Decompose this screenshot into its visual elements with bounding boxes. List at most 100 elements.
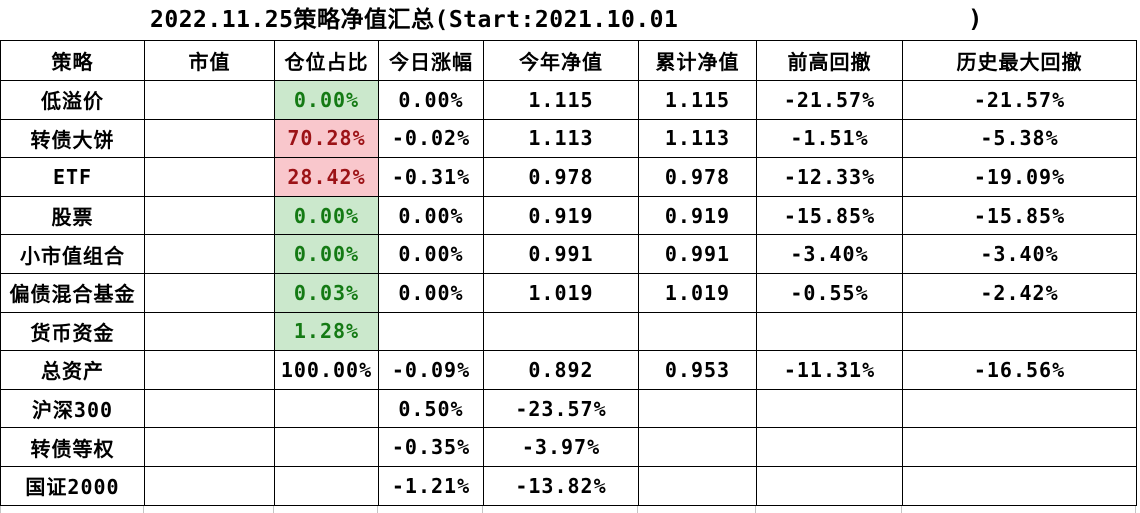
row-label[interactable]: 货币资金: [0, 311, 145, 352]
cell-historical-max-drawdown[interactable]: -3.40%: [902, 234, 1137, 274]
cell-historical-max-drawdown[interactable]: [902, 311, 1137, 352]
cell-today-change[interactable]: -0.31%: [378, 157, 484, 197]
table-row: 货币资金 1.28%: [0, 311, 1137, 352]
cell-today-change[interactable]: 0.00%: [378, 234, 484, 274]
cell-position-pct[interactable]: 28.42%: [274, 157, 379, 197]
cell-market-value[interactable]: [144, 234, 275, 274]
cell-market-value[interactable]: [144, 465, 275, 506]
cell-ytd-nav[interactable]: [483, 311, 639, 352]
cell-historical-max-drawdown[interactable]: -2.42%: [902, 272, 1137, 313]
cell-today-change[interactable]: 0.00%: [378, 80, 484, 120]
cell-market-value[interactable]: [144, 427, 275, 467]
column-header-cumulative-nav[interactable]: 累计净值: [638, 40, 757, 81]
cell-ytd-nav[interactable]: -13.82%: [483, 465, 639, 506]
column-header-historical-max-drawdown[interactable]: 历史最大回撤: [902, 40, 1137, 81]
cell-today-change[interactable]: -0.02%: [378, 118, 484, 159]
cell-ytd-nav[interactable]: -23.57%: [483, 388, 639, 429]
cell-ytd-nav[interactable]: 1.115: [483, 80, 639, 120]
row-label[interactable]: 转债等权: [0, 427, 145, 467]
cell-today-change[interactable]: -0.35%: [378, 427, 484, 467]
cell-today-change[interactable]: -0.09%: [378, 350, 484, 390]
cell-historical-max-drawdown[interactable]: -21.57%: [902, 80, 1137, 120]
cell-position-pct[interactable]: 1.28%: [274, 311, 379, 352]
cell-position-pct[interactable]: [274, 388, 379, 429]
cell-market-value[interactable]: [144, 118, 275, 159]
cell-market-value[interactable]: [144, 388, 275, 429]
cell-market-value[interactable]: [144, 311, 275, 352]
column-header-drawdown-from-high[interactable]: 前高回撤: [756, 40, 903, 81]
cell-ytd-nav[interactable]: 0.978: [483, 157, 639, 197]
cell-historical-max-drawdown[interactable]: -5.38%: [902, 118, 1137, 159]
gridline-stub: [756, 506, 902, 513]
cell-drawdown-from-high[interactable]: -12.33%: [756, 157, 903, 197]
cell-cumulative-nav[interactable]: 1.115: [638, 80, 757, 120]
cell-ytd-nav[interactable]: 0.991: [483, 234, 639, 274]
column-header-ytd-nav[interactable]: 今年净值: [483, 40, 639, 81]
cell-cumulative-nav[interactable]: [638, 465, 757, 506]
cell-historical-max-drawdown[interactable]: [902, 427, 1137, 467]
cell-cumulative-nav[interactable]: 0.953: [638, 350, 757, 390]
cell-cumulative-nav[interactable]: [638, 311, 757, 352]
cell-position-pct[interactable]: [274, 465, 379, 506]
cell-today-change[interactable]: 0.00%: [378, 272, 484, 313]
cell-drawdown-from-high[interactable]: -11.31%: [756, 350, 903, 390]
cell-position-pct[interactable]: 0.00%: [274, 80, 379, 120]
cell-today-change[interactable]: 0.00%: [378, 195, 484, 236]
cell-drawdown-from-high[interactable]: [756, 465, 903, 506]
column-header-strategy[interactable]: 策略: [0, 40, 145, 81]
cell-position-pct[interactable]: 100.00%: [274, 350, 379, 390]
cell-cumulative-nav[interactable]: 1.113: [638, 118, 757, 159]
cell-position-pct[interactable]: 0.03%: [274, 272, 379, 313]
cell-market-value[interactable]: [144, 350, 275, 390]
cell-historical-max-drawdown[interactable]: [902, 388, 1137, 429]
cell-historical-max-drawdown[interactable]: -16.56%: [902, 350, 1137, 390]
cell-historical-max-drawdown[interactable]: -19.09%: [902, 157, 1137, 197]
gridline-stub: [378, 506, 483, 513]
row-label[interactable]: 股票: [0, 195, 145, 236]
cell-ytd-nav[interactable]: 1.113: [483, 118, 639, 159]
cell-market-value[interactable]: [144, 272, 275, 313]
column-header-today-change[interactable]: 今日涨幅: [378, 40, 484, 81]
cell-ytd-nav[interactable]: 0.892: [483, 350, 639, 390]
column-header-market-value[interactable]: 市值: [144, 40, 275, 81]
cell-position-pct[interactable]: 0.00%: [274, 195, 379, 236]
cell-cumulative-nav[interactable]: 0.991: [638, 234, 757, 274]
cell-drawdown-from-high[interactable]: [756, 311, 903, 352]
cell-drawdown-from-high[interactable]: [756, 427, 903, 467]
cell-today-change[interactable]: -1.21%: [378, 465, 484, 506]
cell-cumulative-nav[interactable]: 0.978: [638, 157, 757, 197]
cell-drawdown-from-high[interactable]: -0.55%: [756, 272, 903, 313]
row-label[interactable]: 低溢价: [0, 80, 145, 120]
row-label[interactable]: 国证2000: [0, 465, 145, 506]
cell-ytd-nav[interactable]: 1.019: [483, 272, 639, 313]
cell-cumulative-nav[interactable]: [638, 427, 757, 467]
cell-position-pct[interactable]: 0.00%: [274, 234, 379, 274]
cell-market-value[interactable]: [144, 157, 275, 197]
cell-cumulative-nav[interactable]: 1.019: [638, 272, 757, 313]
row-label[interactable]: 小市值组合: [0, 234, 145, 274]
row-label[interactable]: 总资产: [0, 350, 145, 390]
cell-drawdown-from-high[interactable]: -21.57%: [756, 80, 903, 120]
cell-drawdown-from-high[interactable]: -1.51%: [756, 118, 903, 159]
cell-historical-max-drawdown[interactable]: [902, 465, 1137, 506]
cell-drawdown-from-high[interactable]: [756, 388, 903, 429]
cell-drawdown-from-high[interactable]: -15.85%: [756, 195, 903, 236]
cell-today-change[interactable]: 0.50%: [378, 388, 484, 429]
cell-market-value[interactable]: [144, 80, 275, 120]
cell-market-value[interactable]: [144, 195, 275, 236]
column-header-position-pct[interactable]: 仓位占比: [274, 40, 379, 81]
row-label[interactable]: 沪深300: [0, 388, 145, 429]
row-label[interactable]: 转债大饼: [0, 118, 145, 159]
cell-cumulative-nav[interactable]: [638, 388, 757, 429]
cell-today-change[interactable]: [378, 311, 484, 352]
row-label[interactable]: 偏债混合基金: [0, 272, 145, 313]
cell-position-pct[interactable]: 70.28%: [274, 118, 379, 159]
cell-historical-max-drawdown[interactable]: -15.85%: [902, 195, 1137, 236]
row-label[interactable]: ETF: [0, 157, 145, 197]
cell-ytd-nav[interactable]: 0.919: [483, 195, 639, 236]
cell-cumulative-nav[interactable]: 0.919: [638, 195, 757, 236]
cell-position-pct[interactable]: [274, 427, 379, 467]
cell-drawdown-from-high[interactable]: -3.40%: [756, 234, 903, 274]
cell-ytd-nav[interactable]: -3.97%: [483, 427, 639, 467]
title-closing-paren: ): [968, 5, 983, 33]
